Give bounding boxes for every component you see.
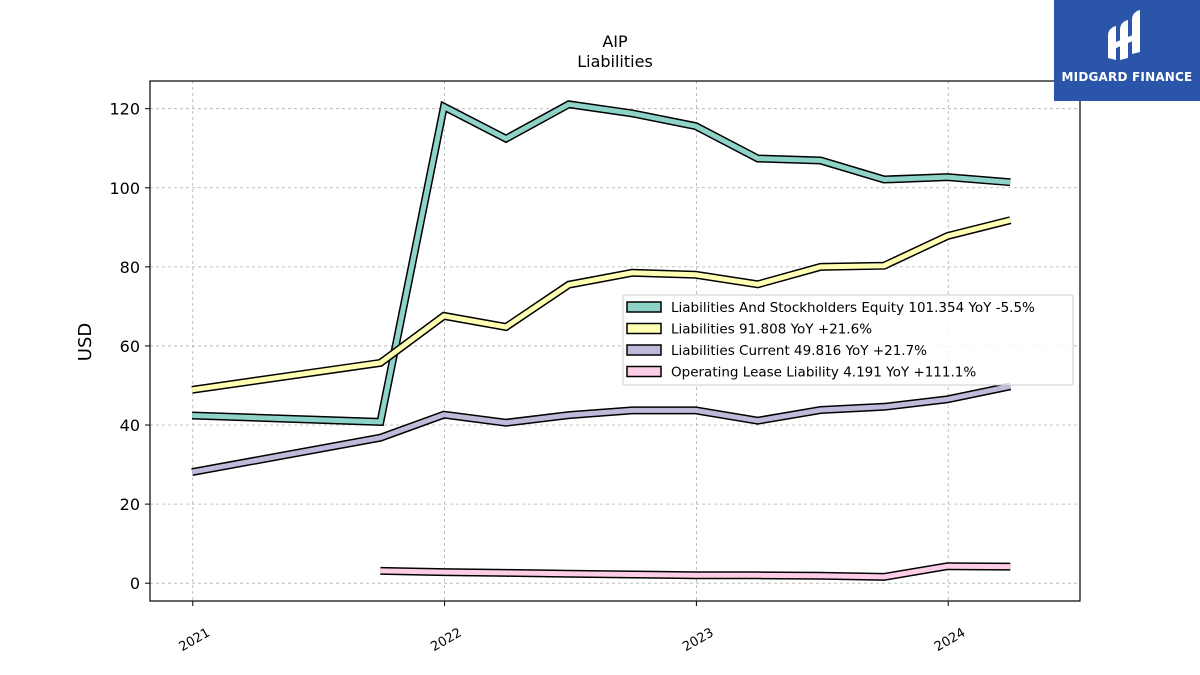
legend-label: Liabilities 91.808 YoY +21.6% [671, 322, 872, 338]
y-axis: 0 20 40 60 80 100 120 [109, 100, 150, 593]
chart-title: AIP [602, 32, 628, 51]
legend-box [622, 294, 1074, 386]
x-tick-label: 2023 [680, 625, 716, 655]
legend-label: Operating Lease Liability 4.191 YoY +111… [671, 365, 976, 381]
y-tick-label: 100 [109, 179, 140, 198]
x-axis: 2021 2022 2023 2024 [177, 601, 968, 655]
legend-swatch [626, 322, 662, 335]
series-line-outline [191, 382, 1012, 477]
legend-swatch [626, 365, 662, 378]
series-line [380, 563, 1011, 580]
logo-text: MIDGARD FINANCE [1061, 70, 1193, 84]
series-line [191, 217, 1011, 393]
y-tick-label: 120 [109, 100, 140, 119]
y-axis-label: USD [75, 323, 96, 361]
plot-frame [149, 80, 1081, 602]
y-tick-label: 60 [120, 337, 140, 356]
legend-label: Liabilities Current 49.816 YoY +21.7% [671, 343, 927, 359]
y-tick-label: 0 [130, 574, 140, 593]
y-tick-label: 40 [120, 416, 140, 435]
series-line [192, 101, 1011, 425]
x-tick-label: 2022 [428, 625, 464, 655]
brand-logo: MIDGARD FINANCE [1054, 0, 1200, 101]
chart-subtitle: Liabilities [577, 52, 653, 71]
legend-swatch [626, 301, 662, 313]
y-tick-label: 20 [120, 495, 140, 514]
legend: Liabilities And Stockholders Equity 101.… [622, 294, 1074, 386]
logo-mark-icon [1108, 10, 1140, 60]
legend-label: Liabilities And Stockholders Equity 101.… [671, 300, 1035, 316]
y-tick-label: 80 [120, 258, 140, 277]
legend-swatch [626, 344, 662, 356]
x-tick-label: 2024 [932, 625, 968, 655]
series-line [191, 383, 1011, 475]
series-lines [191, 100, 1012, 581]
x-tick-label: 2021 [177, 625, 213, 655]
